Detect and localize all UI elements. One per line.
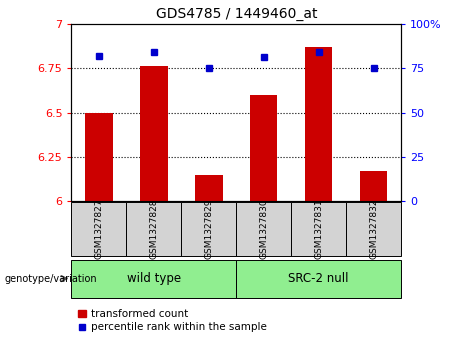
Bar <box>346 202 401 256</box>
Text: GSM1327830: GSM1327830 <box>259 199 268 260</box>
Bar <box>140 66 168 201</box>
Bar <box>305 47 332 201</box>
Bar <box>360 171 387 201</box>
Text: wild type: wild type <box>127 272 181 285</box>
Bar <box>195 175 223 201</box>
Bar <box>250 95 278 201</box>
Bar <box>236 260 401 298</box>
Bar <box>126 202 181 256</box>
Text: GSM1327827: GSM1327827 <box>95 199 103 259</box>
Legend: transformed count, percentile rank within the sample: transformed count, percentile rank withi… <box>77 308 268 334</box>
Bar <box>291 202 346 256</box>
Text: genotype/variation: genotype/variation <box>5 274 97 284</box>
Text: GSM1327828: GSM1327828 <box>149 199 159 259</box>
Text: GSM1327831: GSM1327831 <box>314 199 323 260</box>
Text: GSM1327832: GSM1327832 <box>369 199 378 259</box>
Text: GSM1327829: GSM1327829 <box>204 199 213 259</box>
Bar <box>181 202 236 256</box>
Title: GDS4785 / 1449460_at: GDS4785 / 1449460_at <box>155 7 317 21</box>
Bar <box>71 202 126 256</box>
Bar <box>236 202 291 256</box>
Text: SRC-2 null: SRC-2 null <box>289 272 349 285</box>
Bar <box>71 260 236 298</box>
Bar <box>85 113 112 201</box>
